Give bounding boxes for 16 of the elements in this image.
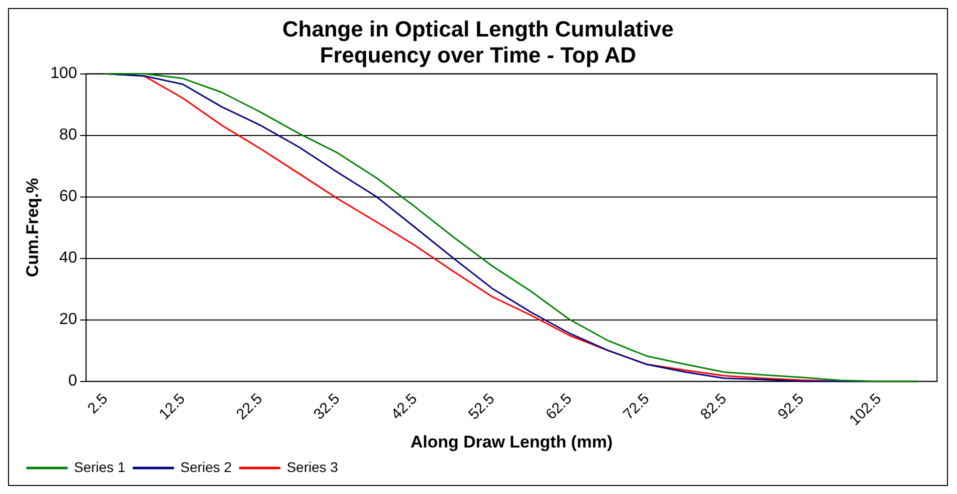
y-tick-label: 80 — [59, 126, 78, 144]
legend-label: Series 3 — [286, 458, 338, 475]
y-tick-label: 40 — [59, 250, 78, 267]
x-axis-title: Along Draw Length (mm) — [410, 432, 613, 452]
legend-label: Series 1 — [74, 458, 126, 475]
x-tick-label: 62.5 — [542, 390, 576, 424]
y-tick-label: 20 — [59, 311, 78, 328]
x-tick-label: 2.5 — [84, 390, 112, 418]
x-tick-label: 42.5 — [388, 390, 421, 424]
y-axis-title: Cum.Freq.% — [22, 178, 42, 278]
y-tick-label: 0 — [68, 372, 78, 390]
y-tick-label: 100 — [50, 65, 78, 82]
x-tick-label: 72.5 — [620, 390, 653, 424]
legend-label: Series 2 — [180, 458, 232, 475]
y-tick-label: 60 — [59, 188, 78, 206]
chart-title: Change in Optical Length Cumulative Frequency over Time - Top AD — [282, 16, 674, 68]
